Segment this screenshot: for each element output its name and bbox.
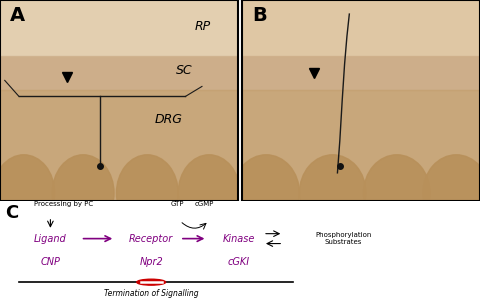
- Ellipse shape: [0, 155, 55, 231]
- Bar: [242, 90, 480, 201]
- Ellipse shape: [233, 155, 300, 231]
- Text: Ligand: Ligand: [34, 234, 67, 244]
- Text: Termination of Signalling: Termination of Signalling: [104, 289, 199, 298]
- Text: Receptor: Receptor: [129, 234, 173, 244]
- Text: Processing by PC: Processing by PC: [34, 201, 93, 207]
- Text: CNP: CNP: [40, 257, 60, 267]
- Text: Kinase: Kinase: [222, 234, 255, 244]
- Bar: [242, 56, 480, 90]
- Ellipse shape: [423, 155, 480, 231]
- Ellipse shape: [178, 155, 240, 231]
- Bar: [0, 56, 238, 90]
- Bar: [0, 90, 238, 201]
- Text: Phosphorylation
Substrates: Phosphorylation Substrates: [315, 232, 372, 245]
- Text: RP: RP: [195, 20, 211, 33]
- Circle shape: [137, 279, 166, 285]
- Bar: [0, 0, 238, 56]
- Text: C: C: [5, 204, 18, 222]
- Text: GTP: GTP: [170, 201, 184, 207]
- Text: A: A: [10, 6, 24, 25]
- Text: cGKI: cGKI: [228, 257, 250, 267]
- Text: cGMP: cGMP: [194, 201, 214, 207]
- Ellipse shape: [300, 155, 366, 231]
- Text: B: B: [252, 6, 267, 25]
- Ellipse shape: [363, 155, 430, 231]
- Text: DRG: DRG: [155, 112, 182, 126]
- Ellipse shape: [117, 155, 178, 231]
- Bar: [242, 0, 480, 56]
- Ellipse shape: [52, 155, 114, 231]
- Text: SC: SC: [176, 64, 192, 77]
- Text: Npr2: Npr2: [139, 257, 163, 267]
